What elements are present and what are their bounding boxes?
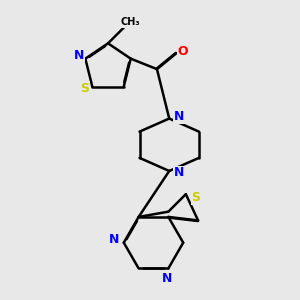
Text: S: S — [191, 191, 200, 204]
Text: S: S — [80, 82, 89, 95]
Text: N: N — [109, 233, 119, 246]
Text: N: N — [161, 272, 172, 285]
Text: N: N — [74, 49, 84, 62]
Text: N: N — [174, 110, 184, 123]
Text: CH₃: CH₃ — [121, 17, 141, 27]
Text: N: N — [174, 166, 184, 179]
Text: O: O — [177, 45, 188, 58]
